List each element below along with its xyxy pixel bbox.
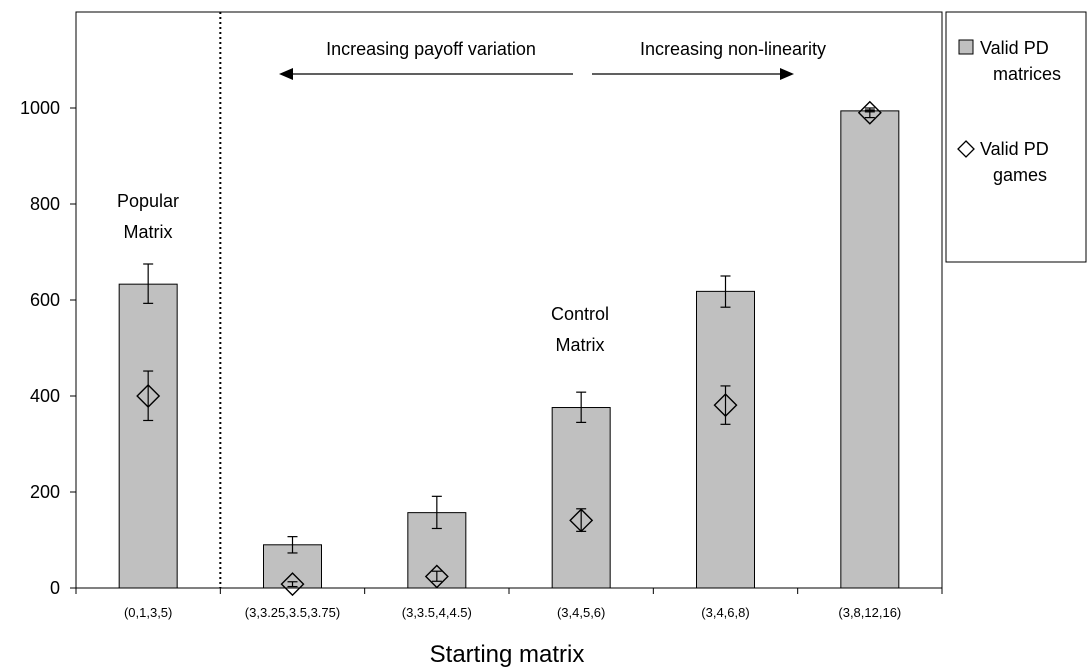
bar <box>840 110 900 589</box>
y-tick-label: 800 <box>30 194 60 214</box>
legend: Valid PD matrices Valid PD games <box>945 11 1087 263</box>
payoff-variation-arrow <box>279 68 573 80</box>
popular-matrix-label-line1: Popular <box>117 191 179 211</box>
y-tick-label: 600 <box>30 290 60 310</box>
non-linearity-arrow <box>592 68 794 80</box>
bar <box>551 407 611 589</box>
y-tick-label: 0 <box>50 578 60 598</box>
legend-diamond-marker <box>957 140 975 158</box>
popular-matrix-label-line2: Matrix <box>124 222 173 242</box>
x-tick-label: (3,3.5,4,4.5) <box>402 605 472 620</box>
x-tick-label: (3,4,5,6) <box>557 605 605 620</box>
payoff-variation-label: Increasing payoff variation <box>326 39 536 59</box>
x-tick-label: (3,4,6,8) <box>701 605 749 620</box>
control-matrix-label-line2: Matrix <box>556 335 605 355</box>
legend-label-matrices-line2: matrices <box>993 64 1061 84</box>
plot-frame <box>75 11 943 589</box>
bar <box>696 290 755 589</box>
games-diamond-point <box>857 100 882 125</box>
x-tick-label: (3,3.25,3.5,3.75) <box>245 605 340 620</box>
x-axis-title: Starting matrix <box>430 641 585 668</box>
x-tick-label: (0,1,3,5) <box>124 605 172 620</box>
legend-label-matrices-line1: Valid PD <box>980 38 1049 58</box>
legend-label-games-line1: Valid PD <box>980 139 1049 159</box>
non-linearity-label: Increasing non-linearity <box>640 39 826 59</box>
y-tick-label: 1000 <box>20 98 60 118</box>
y-tick-label: 400 <box>30 386 60 406</box>
games-diamond-point <box>424 564 449 589</box>
legend-label-games-line2: games <box>993 165 1047 185</box>
bar <box>118 283 178 589</box>
x-tick-label: (3,8,12,16) <box>838 605 901 620</box>
y-tick-label: 200 <box>30 482 60 502</box>
control-matrix-label-line1: Control <box>551 304 609 324</box>
plot-area: 0 200 400 600 800 1000 (0,1,3,5) (3,3.25,3.5,3.… <box>20 11 943 620</box>
legend-bar-swatch <box>958 39 974 55</box>
games-diamond-point <box>280 572 305 597</box>
